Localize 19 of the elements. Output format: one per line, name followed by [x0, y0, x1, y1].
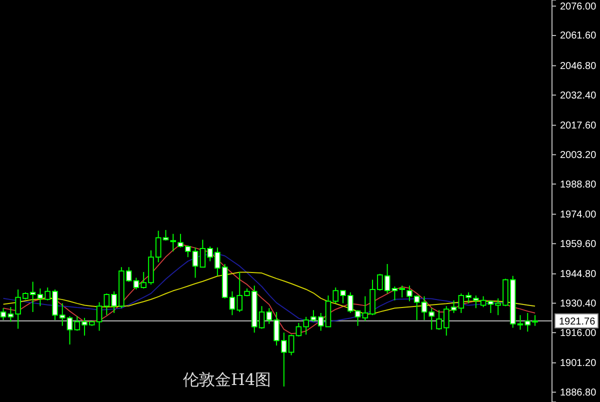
y-tick-label: 1901.20 [560, 358, 597, 370]
y-tick-label: 2076.00 [560, 1, 597, 12]
candlestick [0, 308, 6, 320]
y-tick-label: 2017.60 [560, 120, 597, 132]
y-tick-label: 2046.80 [560, 60, 597, 72]
line-series [2, 272, 536, 315]
y-tick-label: 1944.80 [560, 269, 597, 280]
y-tick-label: 1988.80 [560, 179, 597, 190]
line-series [2, 244, 536, 334]
y-tick-label: 1974.00 [560, 209, 597, 220]
y-tick-label: 2003.20 [560, 150, 597, 161]
y-tick-label: 1916.00 [560, 328, 597, 339]
y-tick-label: 2032.40 [560, 90, 597, 102]
text: 伦敦金H4图 [183, 370, 272, 389]
y-tick-label: 1930.40 [560, 298, 597, 310]
y-tick-label: 2061.60 [560, 30, 597, 42]
y-tick-label: 1886.80 [560, 387, 597, 398]
ref-line-label: 1921.76 [559, 316, 596, 328]
y-tick-label: 1959.60 [560, 238, 597, 250]
